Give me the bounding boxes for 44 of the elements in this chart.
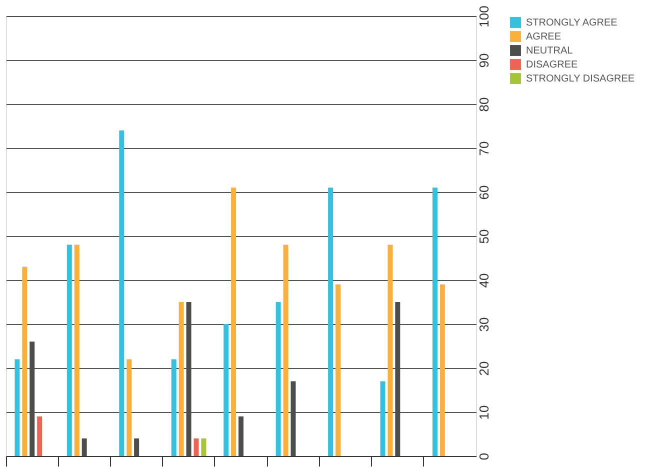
y-tick-label: 60 <box>476 185 492 200</box>
bar <box>66 244 72 456</box>
y-tick-label: 40 <box>476 273 492 288</box>
bar <box>380 381 386 456</box>
bar <box>328 188 334 456</box>
y-tick-label: 20 <box>476 361 492 376</box>
bar <box>395 302 400 456</box>
y-tick-label: 50 <box>476 229 492 244</box>
legend-label: NEUTRAL <box>526 46 574 56</box>
bar <box>37 416 42 456</box>
bar <box>178 302 184 456</box>
bar <box>224 324 229 456</box>
y-tick-label: 0 <box>476 452 492 460</box>
bar <box>82 438 87 456</box>
y-tick-label: 100 <box>476 6 492 28</box>
bar <box>238 416 244 456</box>
bar <box>22 266 28 456</box>
bar <box>126 359 132 456</box>
y-tick-label: 70 <box>476 141 492 156</box>
bar <box>171 359 176 456</box>
bar <box>440 284 445 456</box>
bar <box>74 244 80 456</box>
bar <box>432 188 438 456</box>
bar <box>14 359 20 456</box>
y-tick-label: 10 <box>476 405 492 420</box>
bar <box>231 188 236 456</box>
legend-label: DISAGREE <box>526 60 578 70</box>
legend-label: STRONGLY AGREE <box>526 18 618 28</box>
bar <box>30 342 35 456</box>
legend-label: STRONGLY DISAGREE <box>526 74 635 84</box>
y-tick-label: 90 <box>476 53 492 68</box>
legend-label: AGREE <box>526 32 562 42</box>
bar <box>276 302 281 456</box>
bar <box>201 438 206 456</box>
bar <box>290 381 296 456</box>
y-tick-label: 30 <box>476 317 492 332</box>
bar <box>335 284 340 456</box>
bar <box>388 244 393 456</box>
bar <box>119 130 124 456</box>
bar <box>283 244 288 456</box>
y-tick-label: 80 <box>476 97 492 112</box>
bar <box>134 438 140 456</box>
bar <box>194 438 199 456</box>
bar <box>186 302 192 456</box>
